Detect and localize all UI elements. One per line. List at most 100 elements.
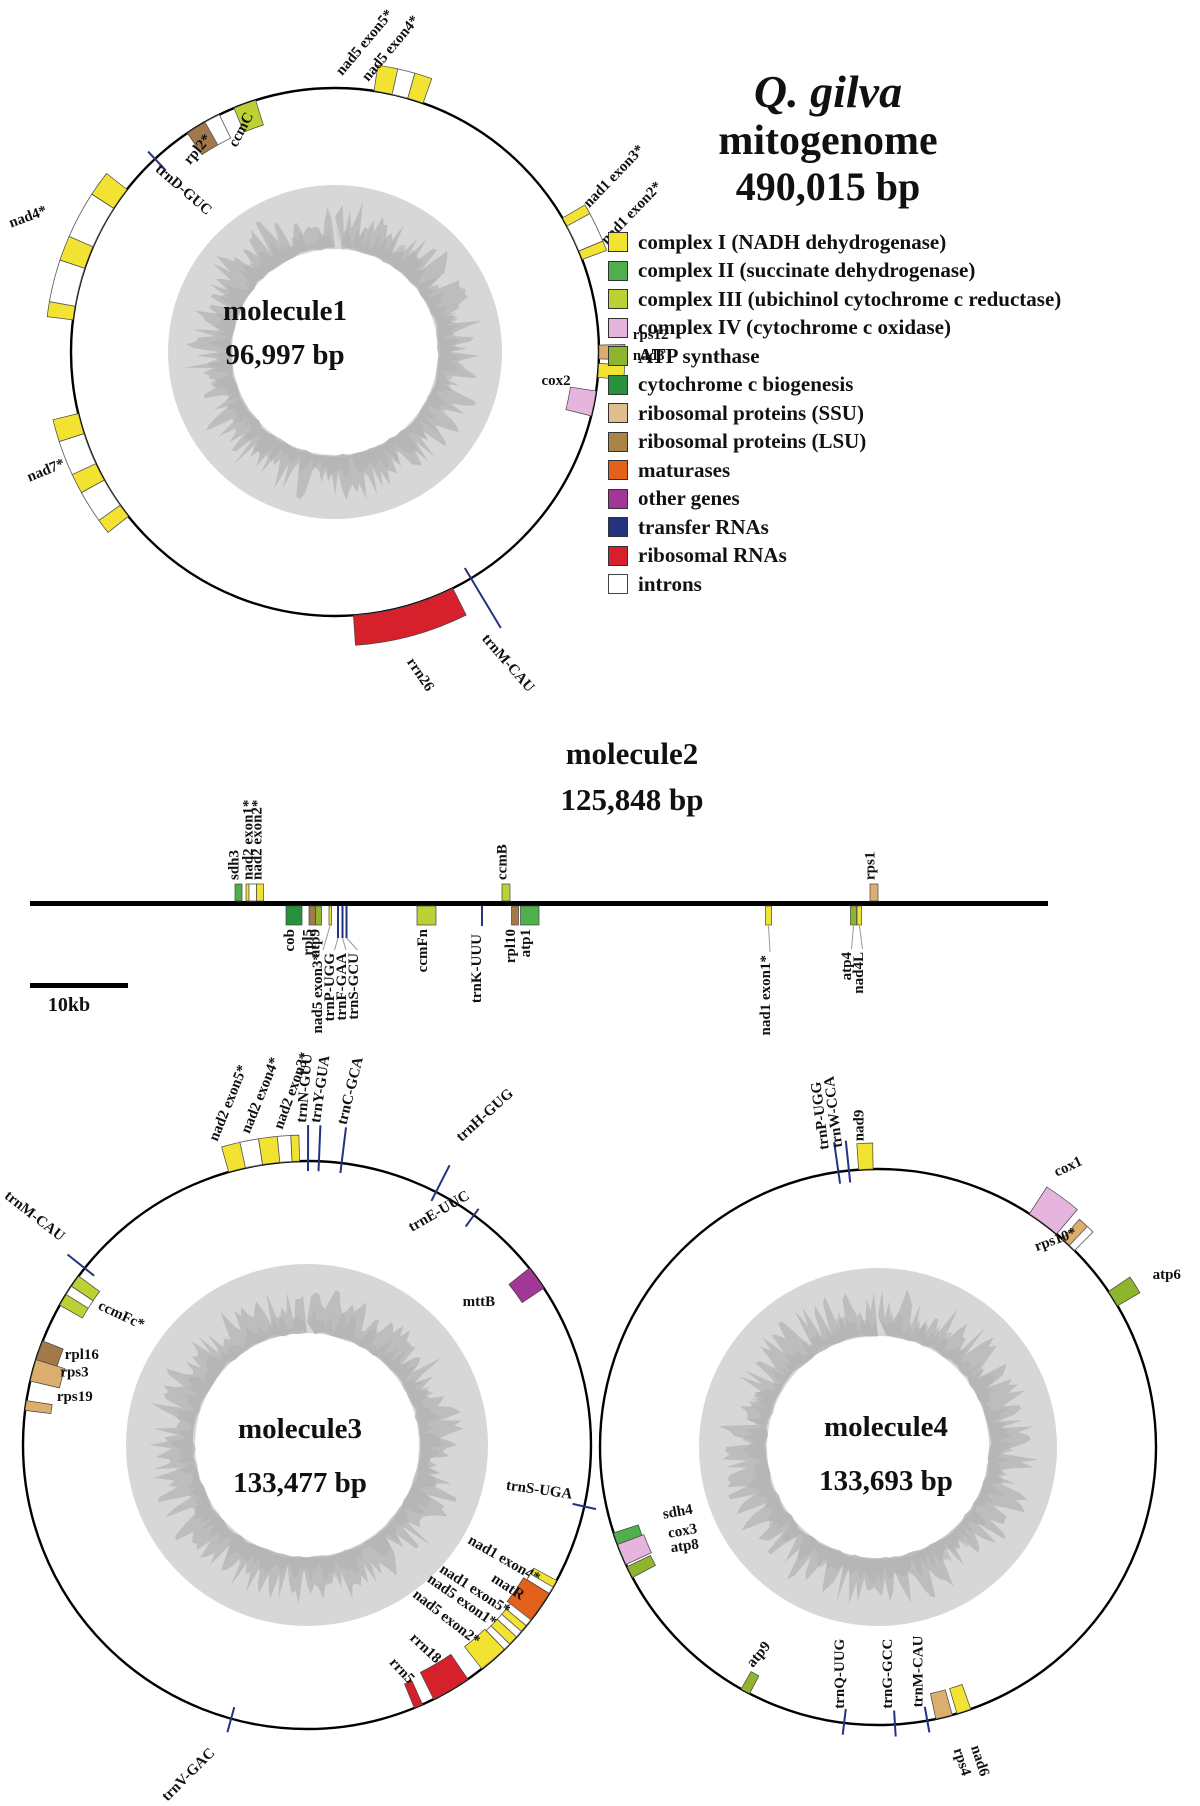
gene-label-trnD-GUC: trnD-GUC <box>152 161 215 218</box>
gene-label-nad2-exon2-: nad2 exon2* <box>250 800 266 880</box>
legend-label: ribosomal proteins (SSU) <box>638 400 864 425</box>
gene-block-nad2-exon1- <box>248 883 257 902</box>
molecule3-name: molecule3 <box>238 1413 362 1445</box>
gene-block-rpl16 <box>35 1340 64 1367</box>
gene-block-rrn5 <box>404 1680 423 1709</box>
gene-label-trnF-GAA: trnF-GAA <box>334 953 350 1021</box>
gene-label-ccmB: ccmB <box>495 844 511 880</box>
gene-block-nad1-exon2- <box>578 240 608 260</box>
molecule4-size: 133,693 bp <box>819 1465 953 1497</box>
molecule2-axis <box>30 901 1048 906</box>
legend-item-7: ribosomal proteins (LSU) <box>608 428 1061 457</box>
label-leader <box>859 925 863 950</box>
gene-label-nad1-exon1-: nad1 exon1* <box>758 955 774 1035</box>
legend-label: transfer RNAs <box>638 514 769 539</box>
molecule3-outline <box>21 1159 593 1731</box>
gene-block-intron <box>1068 1225 1094 1252</box>
gene-label-nad4L: nad4L <box>851 952 867 994</box>
gene-block-nad5-exon2- <box>464 1628 505 1670</box>
gene-label-atp9: atp9 <box>744 1639 774 1671</box>
gene-block-nad4L <box>856 905 862 926</box>
gene-label-nad2-exon1-: nad2 exon1* <box>241 800 257 880</box>
gene-block-nad2-exon3- <box>290 1134 300 1162</box>
gene-label-trnM-CAU: trnM-CAU <box>911 1635 927 1707</box>
gene-label-rps1: rps1 <box>863 852 879 880</box>
gene-block-intron <box>204 114 232 146</box>
trna-tick-trnM-CAU <box>463 567 502 629</box>
trna-tick-trnV-GAC <box>226 1706 236 1733</box>
gene-label-cob: cob <box>282 929 298 952</box>
legend-label: other genes <box>638 486 740 511</box>
label-leader <box>322 925 331 951</box>
gene-block-ccmC <box>233 99 264 133</box>
gene-block-nad6 <box>949 1684 972 1715</box>
legend-item-6: ribosomal proteins (SSU) <box>608 399 1061 428</box>
legend-item-5: cytochrome c biogenesis <box>608 371 1061 400</box>
gene-block-sdh4 <box>613 1524 643 1545</box>
scale-bar-label: 10kb <box>48 994 90 1016</box>
legend-item-2: complex III (ubichinol cytochrome c redu… <box>608 285 1061 314</box>
gene-label-trnC-GCA: trnC-GCA <box>335 1055 367 1126</box>
gene-block-rrn26 <box>353 587 467 646</box>
gene-label-rpl10: rpl10 <box>503 929 519 963</box>
gene-block-rrn18 <box>419 1653 469 1700</box>
gene-label-atp8: atp8 <box>670 1536 700 1556</box>
gene-label-rpl16: rpl16 <box>65 1347 100 1363</box>
gene-label-trnG-GCC: trnG-GCC <box>880 1639 896 1709</box>
gene-block-atp8 <box>626 1555 656 1578</box>
trna-tick-trnD-GUC <box>147 150 167 172</box>
gene-label-rps3: rps3 <box>60 1365 88 1381</box>
gene-label-trnV-GAC: trnV-GAC <box>159 1745 218 1804</box>
legend-swatch <box>608 488 628 509</box>
gene-label-cox2: cox2 <box>542 373 571 389</box>
gene-block-ccmB <box>501 883 511 902</box>
gene-label-ccmC: ccmC <box>226 110 257 150</box>
gene-label-cox1: cox1 <box>1052 1154 1085 1181</box>
species-name: Q. gilva <box>753 66 903 117</box>
gene-block-mttB <box>508 1267 545 1304</box>
gene-block-nad2-exon2- <box>256 883 264 902</box>
legend: complex I (NADH dehydrogenase) complex II… <box>608 228 1061 599</box>
legend-item-9: other genes <box>608 485 1061 514</box>
legend-label: ribosomal RNAs <box>638 543 787 568</box>
gene-label-ccmFn: ccmFn <box>415 928 431 972</box>
gene-block-atp1 <box>520 905 540 926</box>
gene-block-rps4 <box>929 1689 953 1720</box>
gene-label-trnM-CAU: trnM-CAU <box>478 631 537 696</box>
legend-label: cytochrome c biogenesis <box>638 372 854 397</box>
gene-block-nad5-exon3- <box>328 905 332 926</box>
legend-item-8: maturases <box>608 456 1061 485</box>
legend-item-4: ATP synthase <box>608 342 1061 371</box>
gene-block-cox3 <box>617 1534 652 1565</box>
legend-swatch <box>608 317 628 338</box>
genome-size: 490,015 bp <box>735 163 921 209</box>
gene-label-trnK-UUU: trnK-UUU <box>469 934 485 1003</box>
molecule3-group: nad2 exon5*nad2 exon4*nad2 exon3*trnN-GU… <box>1 1050 597 1805</box>
gene-block-nad1-exon1- <box>765 905 772 926</box>
legend-swatch <box>608 232 628 253</box>
gene-label-atp6: atp6 <box>1153 1267 1182 1283</box>
gene-block-cob <box>285 905 303 926</box>
legend-label: introns <box>638 571 702 596</box>
molecule1-size: 96,997 bp <box>225 339 344 371</box>
label-leader <box>851 925 854 950</box>
gene-block-sdh3 <box>234 883 243 902</box>
gene-label-trnH-GUG: trnH-GUG <box>453 1086 517 1146</box>
trna-tick-trnQ-UUG <box>841 1708 847 1735</box>
gene-label-cox3: cox3 <box>667 1521 699 1542</box>
gene-block-intron <box>276 1134 293 1163</box>
molecule1-group: nad5 exon5*nad5 exon4*nad1 exon3*nad1 ex… <box>7 7 669 696</box>
scale-bar <box>30 983 128 988</box>
legend-label: complex IV (cytochrome c oxidase) <box>638 315 951 340</box>
gene-label-nad9: nad9 <box>852 1110 868 1142</box>
gene-block-intron <box>91 173 128 209</box>
gene-label-rpl5: rpl5 <box>301 929 317 956</box>
gene-label-rrn26: rrn26 <box>403 655 437 695</box>
label-leader <box>768 925 771 953</box>
gene-block-rps19 <box>24 1400 53 1414</box>
gene-label-trnQ-UUG: trnQ-UUG <box>832 1638 848 1708</box>
gene-block-intron <box>52 413 85 443</box>
gene-label-rps19: rps19 <box>57 1389 93 1405</box>
